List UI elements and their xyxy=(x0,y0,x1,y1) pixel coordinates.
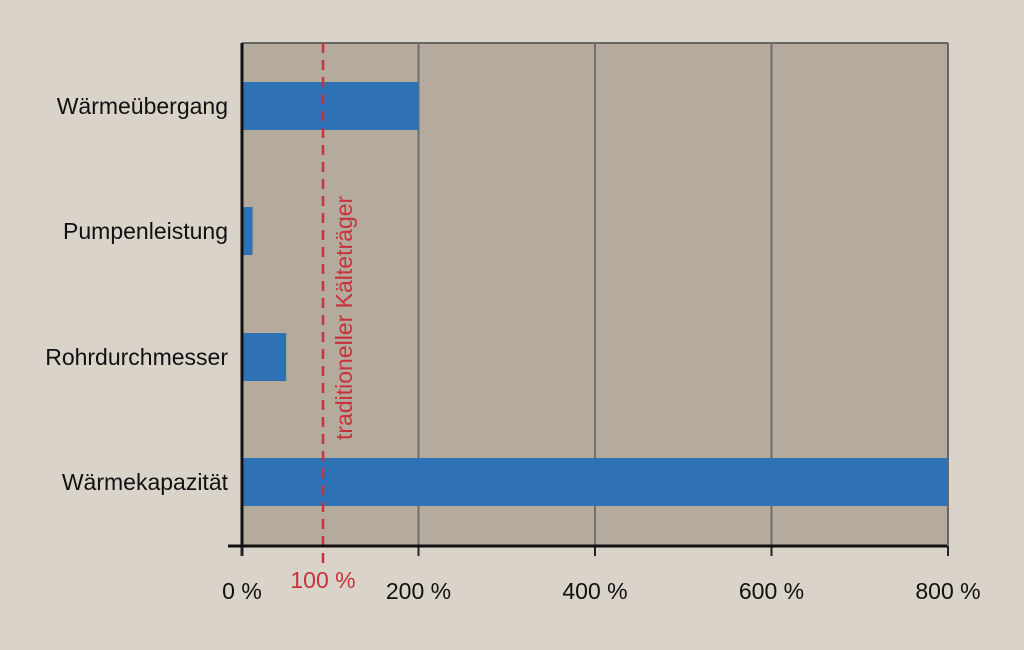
x-tick-label: 600 % xyxy=(739,578,804,604)
bar-3 xyxy=(242,458,948,506)
category-label: Wärmeübergang xyxy=(57,93,228,119)
bar-1 xyxy=(242,207,253,255)
bar-2 xyxy=(242,333,287,381)
x-tick-label: 400 % xyxy=(562,578,627,604)
category-label: Pumpenleistung xyxy=(63,218,228,244)
bar-0 xyxy=(242,82,419,130)
category-label: Rohrdurchmesser xyxy=(45,344,228,370)
reference-tick-label: 100 % xyxy=(290,567,355,593)
reference-line-label: traditioneller Kälteträger xyxy=(331,195,357,440)
x-tick-label: 200 % xyxy=(386,578,451,604)
category-label: Wärmekapazität xyxy=(62,469,229,495)
x-tick-label: 800 % xyxy=(915,578,980,604)
x-tick-label: 0 % xyxy=(222,578,262,604)
